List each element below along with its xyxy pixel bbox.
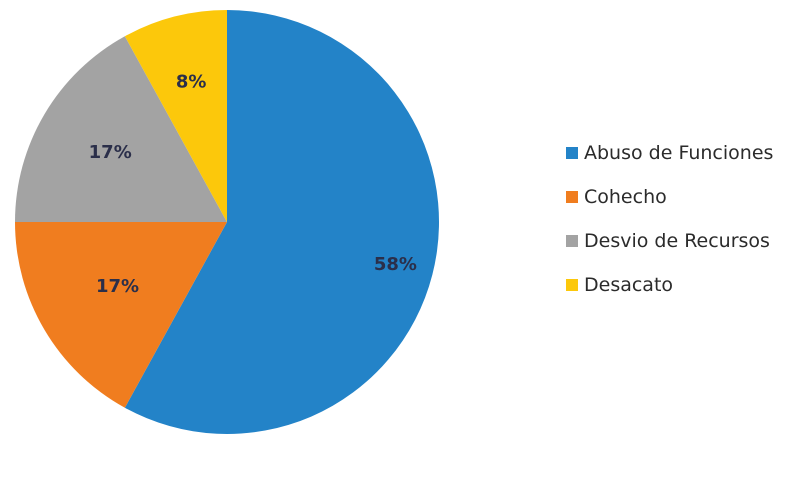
legend-item-desvio-de-recursos: Desvio de Recursos [566, 230, 773, 252]
legend-label-desacato: Desacato [584, 274, 673, 296]
legend-item-abuso-de-funciones: Abuso de Funciones [566, 142, 773, 164]
legend-item-cohecho: Cohecho [566, 186, 773, 208]
legend-swatch-abuso-de-funciones [566, 147, 578, 159]
legend-item-desacato: Desacato [566, 274, 773, 296]
pie-slice-label-cohecho: 17% [96, 276, 139, 297]
legend-label-desvio-de-recursos: Desvio de Recursos [584, 230, 770, 252]
legend-label-abuso-de-funciones: Abuso de Funciones [584, 142, 773, 164]
pie-slice-label-desvio-de-recursos: 17% [89, 142, 132, 163]
legend-swatch-cohecho [566, 191, 578, 203]
legend-swatch-desacato [566, 279, 578, 291]
legend-label-cohecho: Cohecho [584, 186, 667, 208]
chart-legend: Abuso de Funciones Cohecho Desvio de Rec… [566, 142, 773, 318]
pie-slice-label-abuso-de-funciones: 58% [374, 254, 417, 275]
pie-slice-label-desacato: 8% [176, 71, 207, 92]
legend-swatch-desvio-de-recursos [566, 235, 578, 247]
pie-slices [15, 10, 439, 434]
